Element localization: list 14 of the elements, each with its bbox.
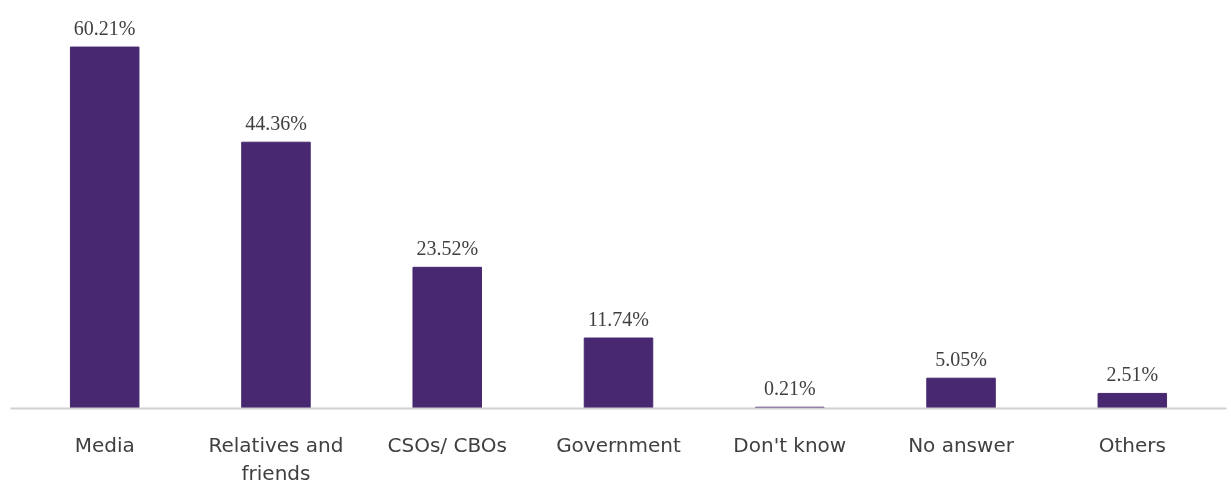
data-label: 11.74% xyxy=(588,308,649,331)
data-label: 23.52% xyxy=(416,237,479,260)
x-tick-label: No answer xyxy=(908,432,1015,457)
data-label: 44.36% xyxy=(245,112,307,135)
data-label: 0.21% xyxy=(763,377,816,400)
data-label: 2.51% xyxy=(1106,363,1159,386)
x-tick-label: Don't know xyxy=(733,432,847,457)
x-tick-label: Others xyxy=(1098,432,1166,457)
x-tick-label: Media xyxy=(74,432,135,457)
x-tick-label: Relatives and friends xyxy=(208,432,344,486)
data-label: 5.05% xyxy=(935,348,987,371)
data-label: 60.21% xyxy=(73,17,136,40)
x-tick-label: CSOs/ CBOs xyxy=(387,432,507,457)
x-tick-label: Government xyxy=(556,432,682,457)
